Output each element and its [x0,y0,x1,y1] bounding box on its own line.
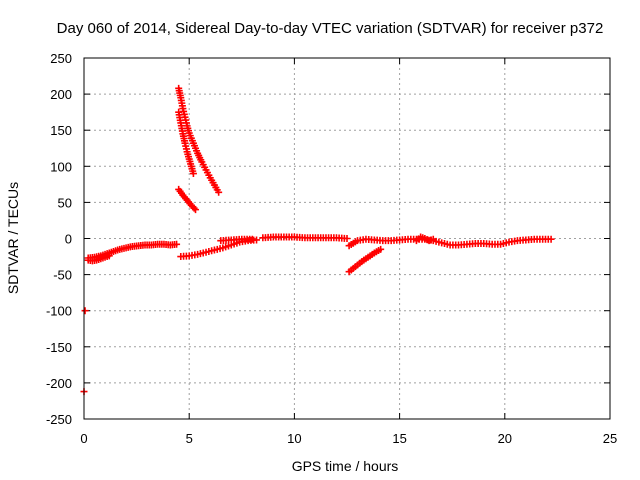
series-arc7 [217,235,256,245]
x-tick-labels: 0 5 10 15 20 25 [80,431,617,446]
plot-frame [83,57,611,420]
data-point [377,245,385,253]
y-tick-label: -100 [46,304,72,319]
data-point [343,235,351,242]
x-tick-label: 20 [498,431,512,446]
series-arc3 [175,84,223,196]
series-outlier1 [81,307,89,315]
series-arc10 [345,235,555,250]
data-point [547,235,555,243]
x-axis-label: GPS time / hours [292,458,399,474]
x-tick-label: 25 [603,431,617,446]
y-tick-label: -250 [46,412,72,427]
series-arc2 [84,252,113,265]
y-tick-label: -50 [53,268,72,283]
y-tick-labels: -250 -200 -150 -100 -50 0 50 100 150 200 250 [46,51,72,427]
series-arc9 [345,245,385,276]
data-point [429,235,437,243]
y-tick-label: 0 [65,232,72,247]
y-tick-label: 50 [58,195,72,210]
y-tick-label: -150 [46,340,72,355]
x-tick-label: 5 [186,431,193,446]
data-point [190,204,198,212]
data-point [81,307,89,315]
chart-title: Day 060 of 2014, Sidereal Day-to-day VTE… [57,20,604,37]
data-point [189,170,197,178]
series-arc5 [175,185,200,214]
x-tick-label: 15 [392,431,406,446]
data-point [173,240,181,248]
series-arc8 [259,233,351,242]
y-tick-label: 200 [50,87,72,102]
data-point [192,206,200,214]
series-arc11 [412,233,437,245]
x-tick-label: 10 [287,431,301,446]
y-axis-label: SDTVAR / TECUs [5,182,21,294]
data-points [80,84,555,396]
data-point [215,188,223,196]
y-tick-label: -200 [46,376,72,391]
data-point [105,252,113,260]
y-tick-label: 100 [50,159,72,174]
series-arc4 [175,108,197,178]
y-tick-label: 150 [50,123,72,138]
x-tick-label: 0 [80,431,87,446]
data-point [248,235,256,243]
y-tick-label: 250 [50,51,72,66]
